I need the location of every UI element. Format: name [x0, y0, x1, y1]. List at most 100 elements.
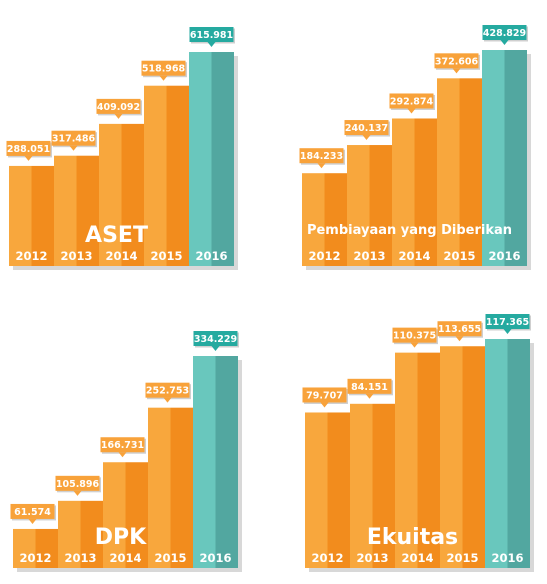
callout-box	[10, 503, 55, 519]
value-label: 110.375	[393, 331, 436, 342]
bar-face-light	[144, 85, 167, 266]
callout-box	[482, 25, 527, 40]
value-label: 61.574	[14, 507, 51, 518]
year-label: 2013	[356, 551, 388, 565]
callout-pointer	[365, 393, 374, 399]
bar-2012: 2012 79.707	[302, 387, 350, 568]
bar-2012: 2012 61.574	[10, 503, 58, 568]
value-callout: 292.874	[389, 93, 435, 114]
bar-face-light	[103, 462, 126, 568]
bar-face-dark	[170, 407, 193, 568]
bar-face-dark	[417, 352, 440, 568]
callout-box	[434, 53, 479, 69]
value-label: 113.655	[438, 324, 481, 335]
value-label: 334.229	[194, 334, 237, 345]
callout-pointer	[317, 163, 326, 169]
bar-face-dark	[327, 412, 350, 568]
value-callout: 113.655	[437, 321, 483, 342]
bar-face-light	[9, 165, 32, 266]
value-callout: 79.707	[302, 387, 348, 408]
bar-face-dark	[166, 85, 189, 266]
chart-panel-3: 2012 61.574 2013 105.896 2014 166.731 2015 252.…	[10, 331, 242, 572]
bar-face-dark	[462, 346, 485, 568]
year-label: 2013	[64, 551, 96, 565]
value-label: 372.606	[435, 56, 479, 67]
bar-face-light	[99, 123, 122, 266]
callout-box	[145, 382, 190, 398]
bar-2016: 2016 334.229	[193, 331, 239, 568]
bar-face-light	[437, 78, 460, 267]
bar-2015: 2015 372.606	[434, 53, 482, 267]
bar-2015: 2015 113.655	[437, 321, 485, 568]
value-label: 84.151	[351, 382, 388, 393]
year-label: 2016	[491, 551, 523, 565]
bar-face-dark	[369, 145, 392, 266]
value-label: 409.092	[97, 102, 140, 113]
bar-2013: 2013 240.137	[344, 120, 392, 266]
value-callout: 317.486	[51, 130, 97, 151]
bar-2016: 2016 615.981	[189, 27, 235, 266]
chart-panel-2: 2012 184.233 2013 240.137 2014 292.874 2015 372…	[299, 25, 531, 270]
bar-2015: 2015 518.968	[141, 60, 189, 266]
bar-face-dark	[76, 155, 99, 266]
callout-box	[141, 60, 186, 76]
bar-face-dark	[459, 78, 482, 267]
bar-face-light	[54, 155, 77, 266]
bar-2012: 2012 184.233	[299, 148, 347, 266]
bar-2014: 2014 292.874	[389, 93, 437, 266]
value-label: 615.981	[190, 30, 233, 41]
bar-face-light	[350, 403, 373, 568]
callout-pointer	[118, 452, 127, 458]
value-label: 79.707	[306, 390, 343, 401]
bar-face-dark	[215, 356, 238, 568]
value-callout: 110.375	[392, 327, 438, 348]
year-label: 2013	[60, 249, 92, 263]
callout-pointer	[207, 42, 216, 47]
bar-face-light	[305, 412, 328, 568]
value-label: 105.896	[56, 479, 100, 490]
bar-face-dark	[211, 52, 234, 266]
bar-2014: 2014 409.092	[96, 98, 144, 266]
bar-2016: 2016 428.829	[482, 25, 528, 266]
bar-face-dark	[414, 118, 437, 266]
bar-2014: 2014 166.731	[100, 437, 148, 568]
chart-title: Pembiayaan yang Diberikan	[307, 223, 512, 238]
value-label: 288.051	[7, 144, 50, 155]
callout-pointer	[407, 108, 416, 114]
callout-pointer	[362, 135, 371, 141]
bar-face-dark	[31, 165, 54, 266]
year-label: 2013	[353, 249, 385, 263]
callout-pointer	[452, 68, 461, 74]
value-callout: 184.233	[299, 148, 345, 169]
bar-face-light	[148, 407, 171, 568]
bar-face-dark	[125, 462, 148, 568]
year-label: 2015	[443, 249, 475, 263]
callout-box	[485, 314, 530, 329]
value-label: 117.365	[486, 317, 529, 328]
callout-box	[189, 27, 234, 42]
callout-box	[302, 387, 347, 403]
chart-title: Ekuitas	[367, 525, 458, 550]
value-label: 166.731	[101, 440, 144, 451]
year-label: 2014	[105, 249, 137, 263]
year-label: 2012	[311, 551, 343, 565]
value-callout: 518.968	[141, 60, 187, 81]
year-label: 2014	[109, 551, 141, 565]
callout-pointer	[320, 402, 329, 408]
bar-face-dark	[324, 173, 347, 266]
value-label: 317.486	[52, 134, 96, 145]
callout-box	[344, 120, 389, 136]
chart-panel-4: 2012 79.707 2013 84.151 2014 110.375 2015 113.6…	[302, 314, 534, 572]
callout-pointer	[114, 113, 123, 119]
year-label: 2015	[446, 551, 478, 565]
value-callout: 409.092	[96, 98, 142, 119]
callout-box	[51, 130, 96, 146]
bar-face-light	[302, 173, 325, 266]
bar-face-light	[58, 500, 81, 568]
bar-face-dark	[121, 123, 144, 266]
year-label: 2016	[488, 249, 520, 263]
bar-face-light	[189, 52, 212, 266]
bar-face-light	[482, 50, 505, 266]
